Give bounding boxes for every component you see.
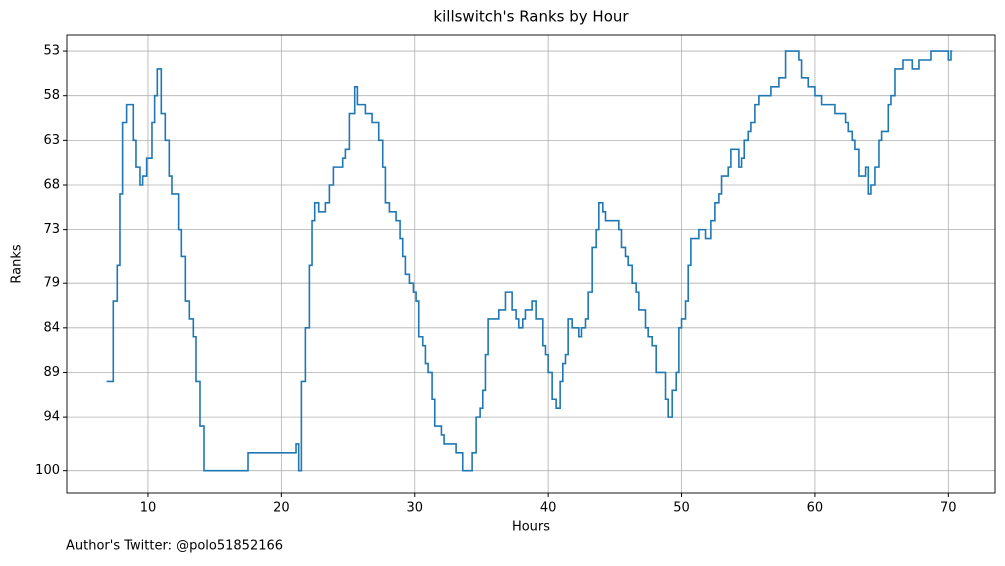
annotation: Author's Twitter: @polo51852166: [66, 539, 283, 554]
y-tick-label: 58: [43, 88, 60, 103]
y-tick-label: 100: [35, 463, 60, 478]
x-tick-label: 60: [807, 501, 824, 516]
y-tick-label: 89: [43, 365, 60, 380]
y-axis-label: Ranks: [10, 244, 25, 283]
y-tick-label: 63: [43, 133, 60, 148]
x-tick-label: 50: [673, 501, 690, 516]
x-tick-label: 20: [273, 501, 290, 516]
y-tick-label: 79: [43, 276, 60, 291]
x-axis-label: Hours: [512, 520, 550, 535]
plot-frame: [66, 34, 996, 494]
x-tick-label: 70: [940, 501, 957, 516]
y-tick-label: 94: [43, 410, 60, 425]
x-tick-label: 40: [540, 501, 557, 516]
y-tick-label: 84: [43, 320, 60, 335]
x-tick-label: 10: [140, 501, 157, 516]
y-tick-label: 68: [43, 177, 60, 192]
y-tick-label: 73: [43, 222, 60, 237]
step-line: [106, 50, 953, 472]
y-tick-label: 53: [43, 44, 60, 59]
x-tick-label: 30: [406, 501, 423, 516]
chart-title: killswitch's Ranks by Hour: [433, 8, 629, 26]
